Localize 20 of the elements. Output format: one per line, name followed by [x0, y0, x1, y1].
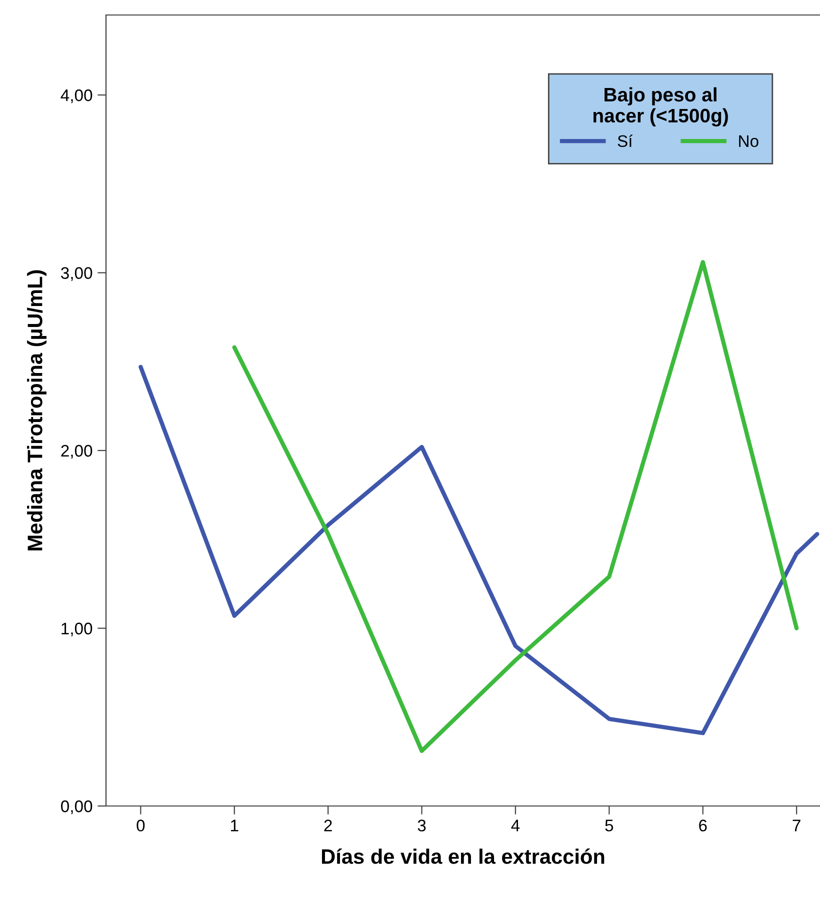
y-tick-label: 2,00 — [61, 444, 92, 459]
x-tick-label: 4 — [511, 820, 520, 832]
x-tick-label: 5 — [605, 820, 614, 832]
y-tick-label: 1,00 — [62, 622, 92, 636]
legend-label: Sí — [618, 134, 633, 148]
legend-title: Bajo peso al nacer (<1500g) — [593, 87, 728, 126]
line-series — [138, 364, 820, 736]
x-tick-label: 0 — [136, 820, 145, 832]
line-series — [232, 260, 799, 753]
x-tick-label: 2 — [324, 820, 332, 832]
x-axis-title: Días de vida en la extracción — [322, 848, 604, 864]
y-tick-label: 3,00 — [61, 267, 92, 281]
legend-label: No — [739, 135, 758, 148]
x-tick-label: 1 — [231, 820, 238, 832]
y-tick-label: 0,00 — [61, 800, 92, 814]
x-tick-label: 3 — [418, 820, 426, 832]
y-tick-label: 4,00 — [60, 89, 92, 104]
y-axis-title: Mediana Tirotropina (µU/mL) — [27, 270, 46, 550]
x-tick-label: 7 — [792, 820, 800, 832]
x-tick-label: 6 — [699, 820, 707, 832]
